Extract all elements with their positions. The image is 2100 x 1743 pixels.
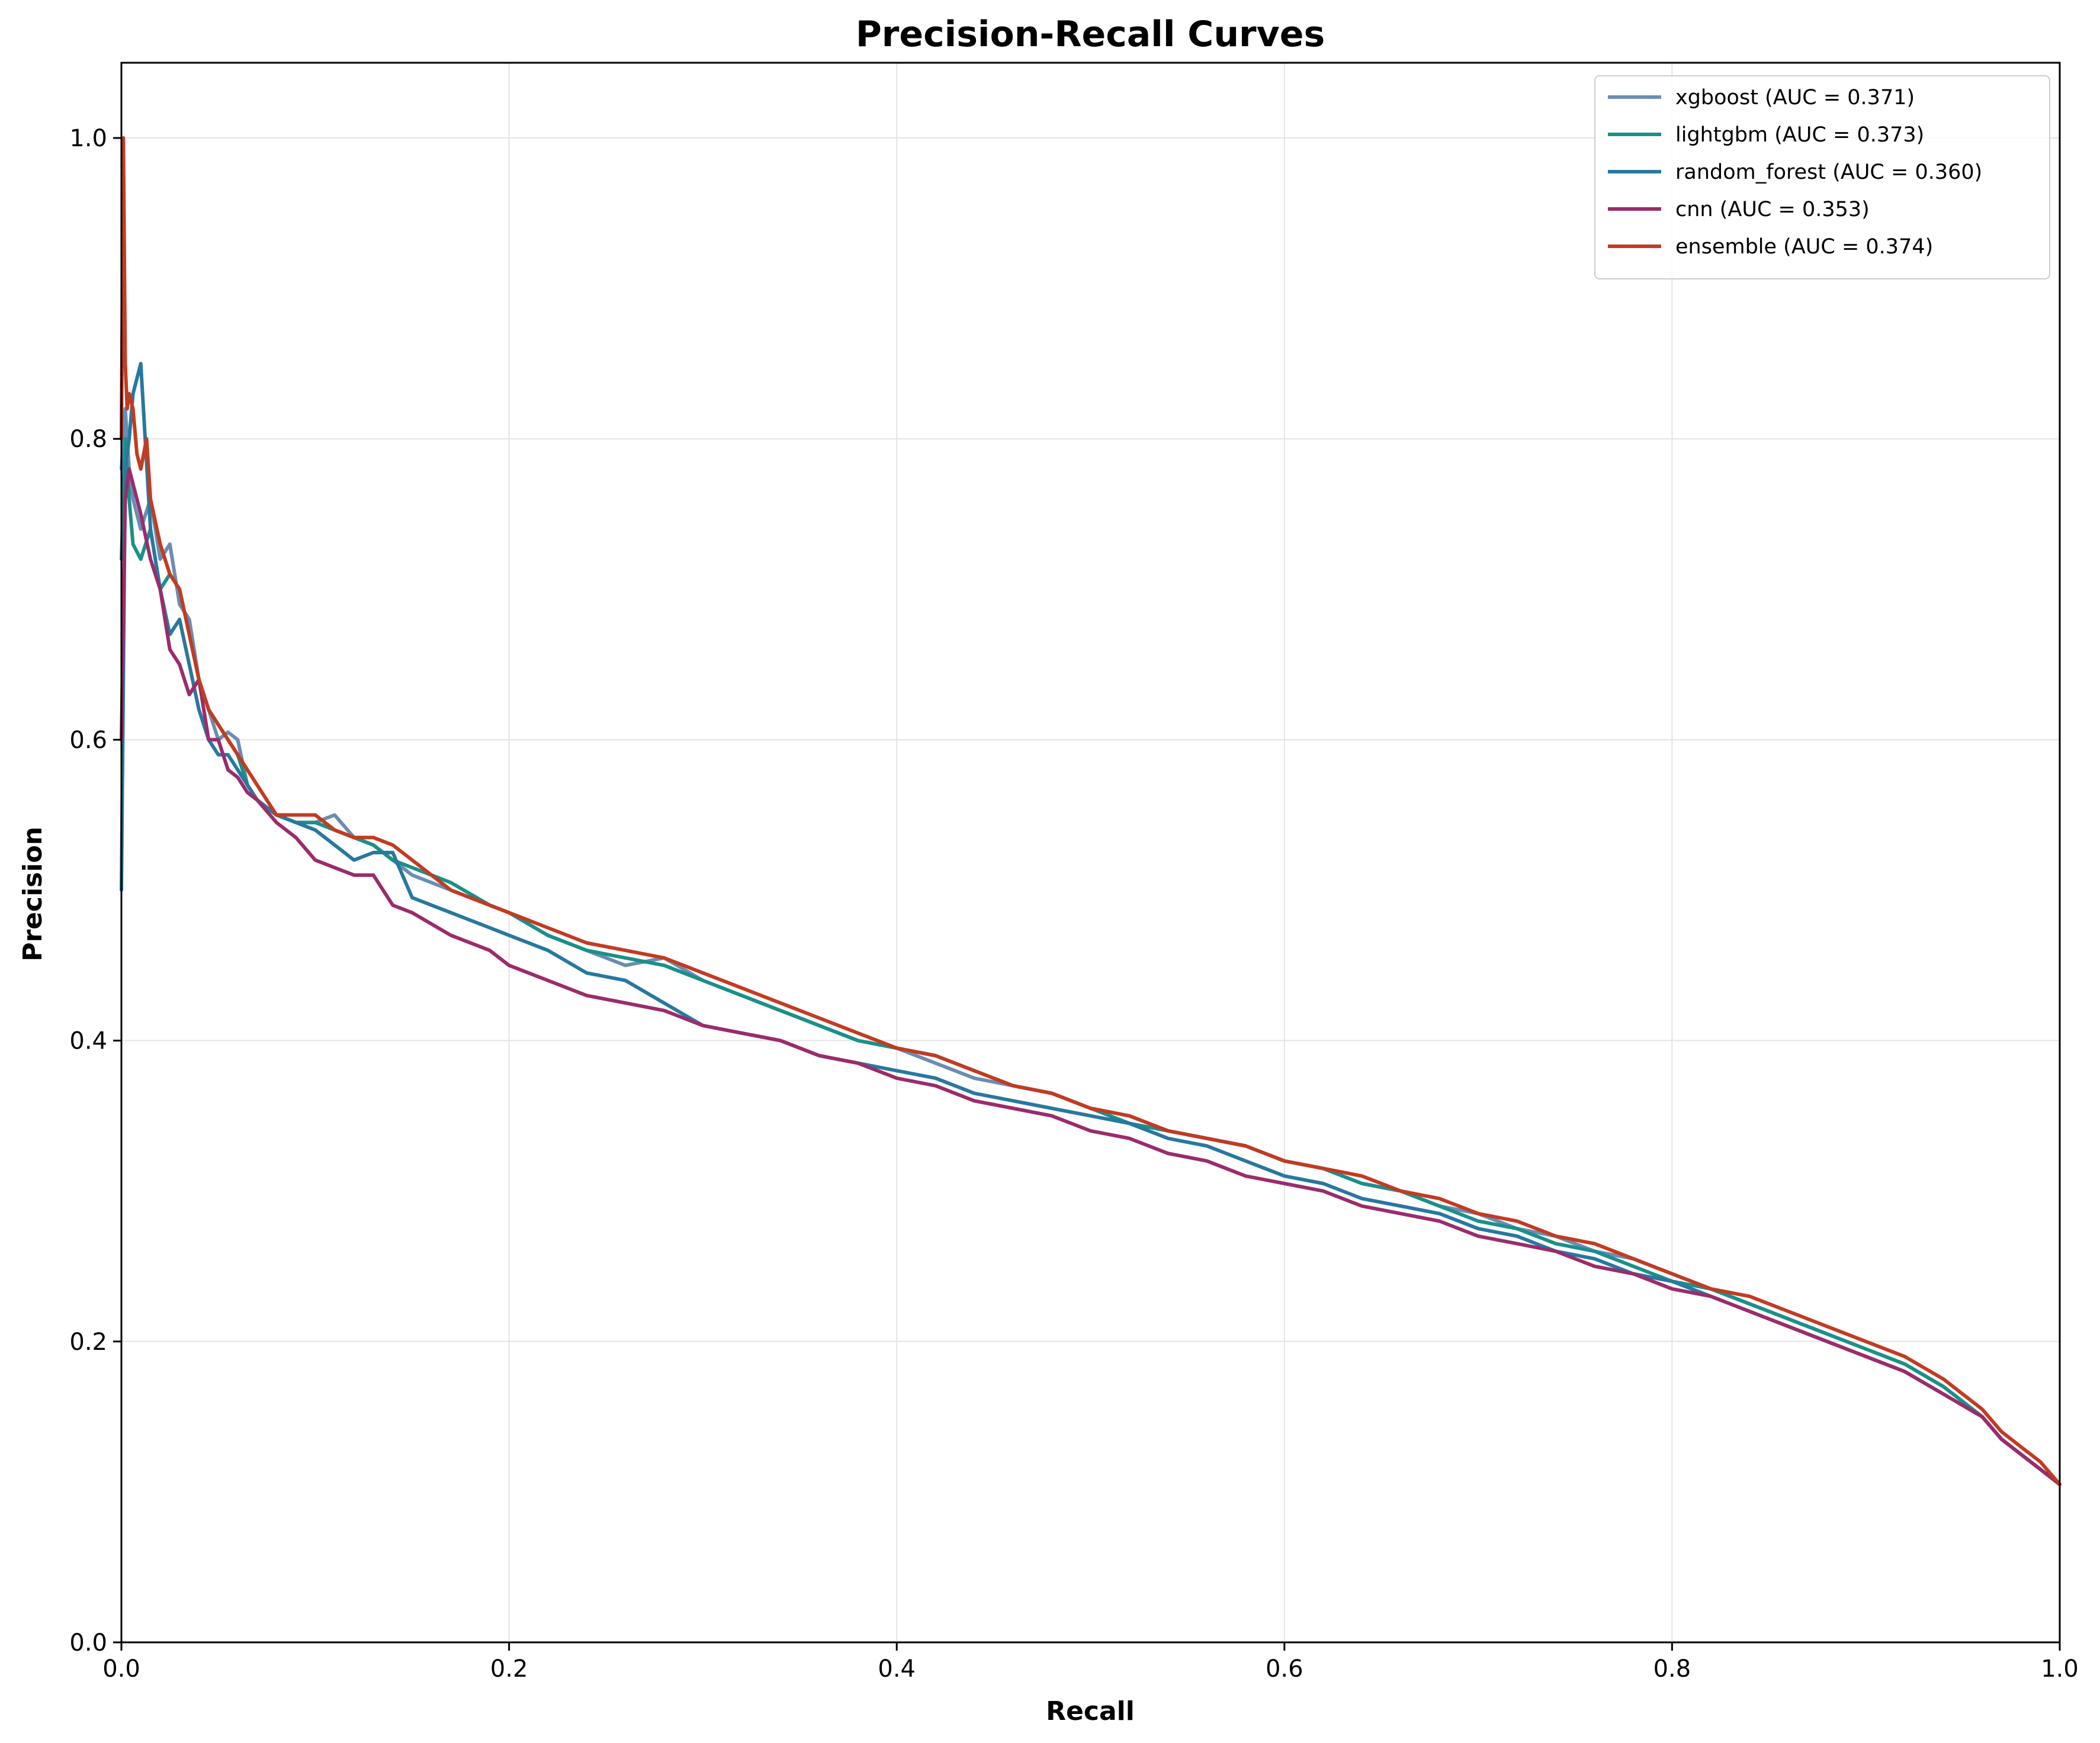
series-line-3 [120,467,2062,1487]
grid-lines [121,63,2060,1643]
plot-area-frame [120,62,2061,1644]
axis-ticks: 0.0 0.2 0.4 0.6 0.8 1.0 0.0 0.2 0.4 0.6 0.8 1.0 [69,125,2078,1683]
y-tick-label: 0.8 [69,426,107,453]
x-axis-label: Recall [1046,1696,1135,1726]
y-tick-label: 0.6 [69,726,107,754]
legend: xgboost (AUC = 0.371) lightgbm (AUC = 0.3… [1594,75,2050,279]
legend-label: ensemble (AUC = 0.374) [1675,235,1933,259]
y-axis-label: Precision [18,827,48,961]
series-layer [120,136,2062,1487]
legend-label: random_forest (AUC = 0.360) [1675,160,1982,184]
x-tick-label: 0.4 [878,1655,916,1683]
x-tick-label: 0.2 [490,1655,528,1683]
y-tick-label: 0.4 [69,1028,107,1055]
chart-title: Precision-Recall Curves [856,14,1325,55]
x-tick-label: 0.6 [1266,1655,1303,1683]
y-tick-label: 0.0 [69,1629,107,1657]
legend-label: lightgbm (AUC = 0.373) [1675,123,1924,147]
y-tick-label: 1.0 [69,125,107,152]
x-tick-label: 0.8 [1653,1655,1691,1683]
legend-box [1594,75,2050,279]
legend-label: xgboost (AUC = 0.371) [1675,86,1915,110]
y-tick-label: 0.2 [69,1329,107,1356]
legend-label: cnn (AUC = 0.353) [1675,198,1870,221]
x-tick-label: 1.0 [2041,1655,2079,1683]
x-tick-label: 0.0 [102,1655,140,1683]
series-line-4 [120,136,2062,1487]
